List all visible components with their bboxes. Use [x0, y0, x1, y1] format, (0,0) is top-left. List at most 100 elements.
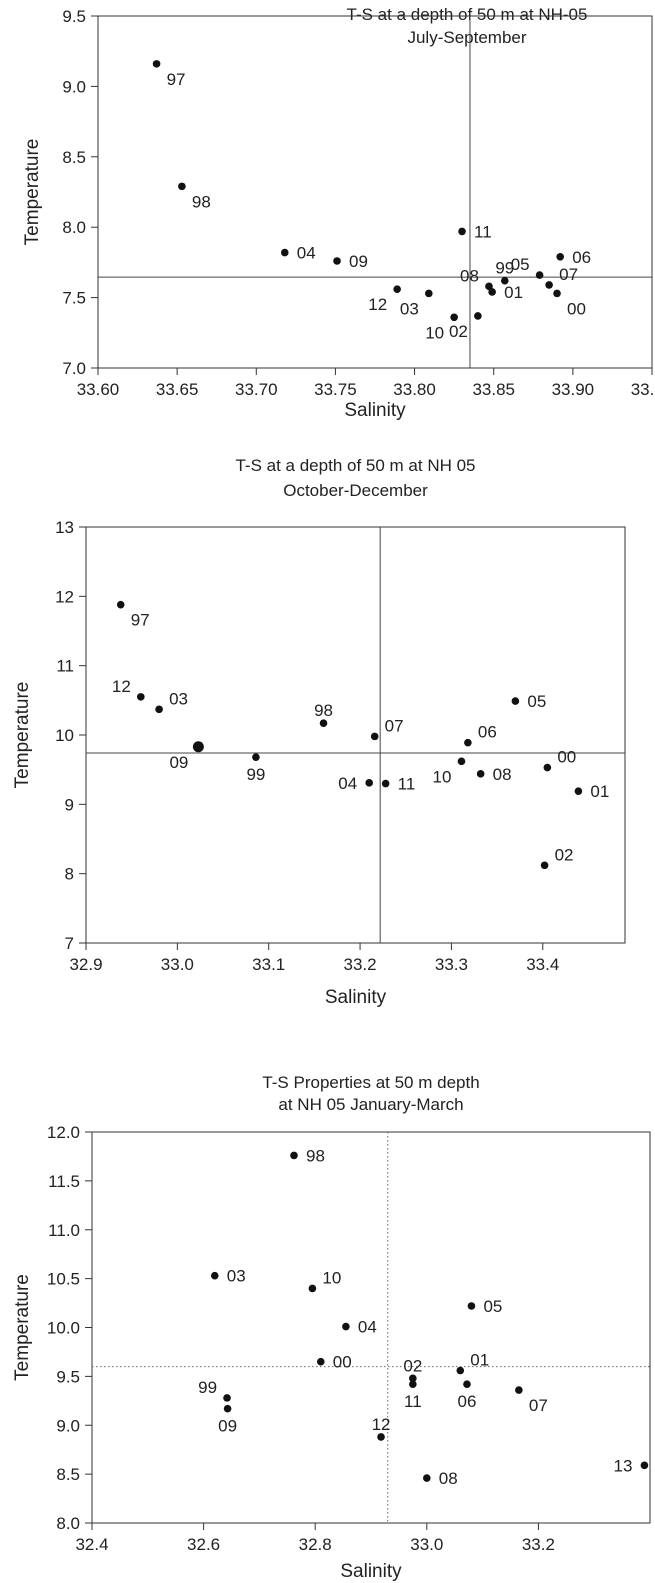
- data-point: [152, 60, 161, 68]
- data-point-label: 11: [474, 222, 492, 241]
- data-point-label: 11: [404, 1392, 422, 1411]
- x-tick-label: 32.4: [75, 1535, 108, 1554]
- x-tick-label: 33.2: [344, 955, 377, 974]
- y-tick-label: 11.0: [48, 1221, 80, 1240]
- data-point-label: 98: [306, 1146, 325, 1165]
- data-point-label: 97: [167, 70, 186, 89]
- data-point: [409, 1374, 417, 1383]
- y-tick-label: 10: [55, 726, 74, 745]
- x-tick-label: 33.1: [252, 955, 285, 974]
- chart-title-line: T-S at a depth of 50 m at NH 05: [235, 456, 475, 475]
- data-point-label: 10: [433, 767, 452, 786]
- data-point-label: 99: [246, 765, 265, 784]
- data-point: [223, 1404, 232, 1413]
- data-point-label: 07: [529, 1396, 548, 1415]
- data-point-label: 08: [493, 765, 512, 784]
- x-axis-label: Salinity: [325, 987, 387, 1008]
- y-tick-label: 9: [65, 795, 74, 814]
- data-point: [474, 312, 482, 320]
- x-tick-label: 33.70: [235, 380, 278, 399]
- data-point-label: 06: [458, 1392, 477, 1411]
- x-tick-label: 33.4: [526, 955, 559, 974]
- data-point-label: 03: [169, 689, 188, 708]
- chart-3: T-S Properties at 50 m depth at NH 05 Jan…: [12, 1073, 651, 1582]
- x-axis-label: Salinity: [340, 1561, 402, 1582]
- x-tick-label: 33.80: [393, 380, 436, 399]
- data-point: [342, 1322, 350, 1331]
- data-point-label: 06: [478, 723, 497, 742]
- y-axis-label: Temperature: [12, 1274, 33, 1381]
- data-point-label: 08: [460, 266, 479, 285]
- data-point-label: 09: [169, 753, 188, 772]
- chart-title-line: July-September: [407, 28, 526, 47]
- data-point: [192, 741, 204, 753]
- x-tick-label: 33.60: [77, 380, 120, 399]
- data-point: [511, 697, 520, 705]
- data-point: [467, 1302, 476, 1310]
- x-tick-label: 33.3: [435, 955, 468, 974]
- y-tick-label: 8.0: [56, 1514, 80, 1533]
- data-point: [280, 248, 289, 257]
- data-point: [178, 182, 186, 191]
- data-point: [377, 1433, 385, 1441]
- y-tick-label: 9.5: [62, 7, 86, 26]
- y-tick-label: 9.0: [56, 1416, 80, 1435]
- data-point: [553, 289, 561, 298]
- data-point-label: 01: [504, 283, 523, 302]
- data-point: [308, 1284, 317, 1293]
- data-point: [500, 276, 509, 285]
- data-point: [464, 738, 472, 747]
- data-point-label: 13: [613, 1456, 632, 1475]
- data-point-label: 00: [333, 1353, 352, 1372]
- chart-title-line: T-S at a depth of 50 m at NH-05: [347, 5, 588, 24]
- data-point: [515, 1386, 523, 1394]
- y-tick-label: 8.0: [62, 218, 86, 237]
- data-point-label: 10: [322, 1268, 341, 1287]
- plot-frame: [85, 526, 626, 944]
- data-point-label: 98: [314, 701, 333, 720]
- data-point: [365, 779, 374, 787]
- data-point-label: 03: [400, 299, 419, 318]
- y-tick-label: 11.5: [48, 1172, 80, 1191]
- chart-title-line: at NH 05 January-March: [278, 1095, 463, 1114]
- y-tick-label: 9.5: [56, 1367, 80, 1386]
- chart-2: T-S at a depth of 50 m at NH 05 October-D…: [12, 456, 626, 1008]
- chart-1: T-S at a depth of 50 m at NH-05 July-Sept…: [22, 5, 655, 421]
- data-point: [370, 732, 379, 741]
- x-axis-label: Salinity: [344, 400, 406, 421]
- y-tick-label: 7.0: [62, 359, 86, 378]
- data-point: [485, 282, 493, 291]
- data-point: [574, 787, 583, 795]
- x-tick-label: 33.90: [552, 380, 595, 399]
- data-point-label: 04: [358, 1318, 377, 1337]
- data-point: [333, 257, 341, 265]
- data-point-label: 12: [372, 1415, 391, 1434]
- data-point: [535, 271, 544, 279]
- data-point: [488, 288, 496, 296]
- data-point: [393, 285, 401, 293]
- data-point-label: 97: [131, 611, 150, 630]
- x-tick-label: 33.2: [522, 1535, 555, 1554]
- plot-frame: [97, 15, 653, 369]
- data-point: [116, 600, 125, 609]
- data-point-label: 07: [559, 265, 578, 284]
- y-tick-label: 8.5: [62, 148, 86, 167]
- data-point-label: 05: [511, 255, 530, 274]
- data-point: [423, 1474, 431, 1482]
- data-point-label: 00: [567, 299, 586, 318]
- data-point-label: 99: [198, 1378, 217, 1397]
- chart-title-line: October-December: [283, 481, 428, 500]
- x-tick-label: 32.9: [69, 955, 102, 974]
- data-point: [640, 1461, 649, 1470]
- data-point: [543, 763, 552, 772]
- x-tick-label: 33.65: [156, 380, 199, 399]
- x-tick-label: 33.75: [314, 380, 357, 399]
- y-tick-label: 7: [65, 934, 74, 953]
- y-tick-label: 12: [55, 587, 74, 606]
- data-point-label: 12: [112, 677, 131, 696]
- data-point: [210, 1271, 219, 1280]
- data-point-label: 12: [368, 295, 387, 314]
- y-tick-label: 7.5: [62, 289, 86, 308]
- data-point-label: 02: [555, 845, 574, 864]
